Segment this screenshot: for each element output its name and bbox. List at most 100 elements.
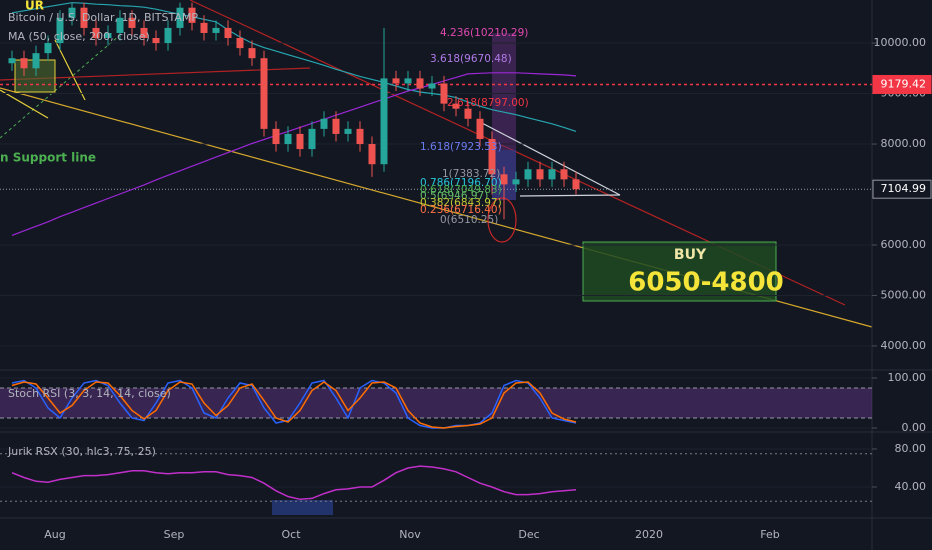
annotation: n Support line [0, 151, 96, 165]
triangle-line [519, 194, 621, 197]
candle-body [536, 169, 544, 180]
indicator-line [11, 379, 577, 429]
candle-body [416, 78, 424, 89]
candle-body [488, 138, 496, 175]
x-tick-label: Nov [399, 528, 421, 541]
candle-body [284, 133, 292, 145]
candle-body [428, 83, 436, 89]
price-tag-label: 7104.99 [881, 182, 927, 195]
indicator-legend: MA (50, close, 200, close) [8, 30, 150, 43]
annotation: 0.618(7049.83) [420, 184, 502, 196]
annotation: 4.236(10210.29) [440, 27, 528, 39]
candle-body [392, 78, 400, 84]
x-tick-label: 2020 [635, 528, 663, 541]
channel-line [0, 34, 121, 139]
moving-average [11, 2, 577, 132]
y-tick-label: 10000.00 [874, 36, 927, 49]
price-tag [872, 179, 932, 199]
candle-body [560, 169, 568, 180]
candle-body [260, 58, 268, 129]
highlight-ellipse [487, 197, 517, 243]
annotation: 0.236(6716.40) [420, 204, 502, 216]
candle-body [68, 7, 76, 18]
indicator-line [11, 381, 577, 429]
candle-body [140, 27, 148, 39]
price-tag-label: 9179.42 [881, 77, 927, 90]
annotation: 2.618(8797.00) [447, 97, 529, 109]
price-tag [872, 74, 932, 94]
candle-body [356, 128, 364, 145]
candle-body [404, 78, 412, 84]
yellow-line [0, 89, 49, 119]
x-tick-label: Dec [518, 528, 539, 541]
rsi-band [0, 388, 872, 418]
x-tick-label: Oct [281, 528, 301, 541]
candle-body [164, 27, 172, 44]
annotation: 0.382(6843.97) [420, 197, 502, 209]
buy-box [582, 241, 777, 302]
annotation: 0.5(6946.97) [420, 190, 488, 202]
candle-body [128, 17, 136, 28]
candle-body [8, 58, 16, 64]
candle-body [188, 7, 196, 23]
y-tick-label: 80.00 [895, 442, 927, 455]
candle-body [368, 144, 376, 165]
candle-body [44, 43, 52, 54]
y-tick-label: 6000.00 [881, 238, 927, 251]
symbol-title: Bitcoin / U.S. Dollar, 1D, BITSTAMP [8, 11, 198, 24]
candle-body [272, 128, 280, 145]
y-tick-label: 4000.00 [881, 339, 927, 352]
x-tick-label: Aug [44, 528, 65, 541]
candle-body [308, 128, 316, 150]
candle-body [56, 17, 64, 44]
y-tick-label: 40.00 [895, 480, 927, 493]
y-tick-label: 0.00 [902, 421, 927, 434]
x-tick-label: Feb [760, 528, 779, 541]
annotation: 1(7383.72) [442, 168, 500, 180]
candle-body [500, 174, 508, 185]
indicator-line [11, 465, 577, 501]
annotation: 0(6510.25) [440, 214, 498, 226]
annotation: UR [25, 0, 44, 13]
candle-body [92, 27, 100, 39]
annotation: 1.618(7923.53) [420, 141, 502, 153]
candle-body [104, 32, 112, 39]
candle-body [248, 48, 256, 59]
annotation: 6050-4800 [628, 268, 784, 298]
stoch-title: Stoch RSI (3, 3, 14, 14, close) [8, 387, 171, 400]
triangle-line [479, 121, 621, 196]
candle-body [20, 58, 28, 69]
y-tick-label: 8000.00 [881, 137, 927, 150]
candle-body [452, 103, 460, 109]
candle-body [236, 38, 244, 49]
y-tick-label: 100.00 [888, 371, 927, 384]
candle-body [200, 22, 208, 33]
candle-body [212, 27, 220, 33]
candle-body [116, 17, 124, 33]
candle-body [32, 53, 40, 69]
candle-body [344, 128, 352, 134]
candle-body [296, 133, 304, 150]
candle-body [440, 83, 448, 104]
candle-body [572, 179, 580, 190]
candle-body [176, 7, 184, 28]
candle-body [380, 78, 388, 165]
y-tick-label: 5000.00 [881, 288, 927, 301]
candle-body [224, 27, 232, 39]
candle-body [80, 7, 88, 28]
jurik-title: Jurik RSX (30, hlc3, 75, 25) [7, 445, 156, 458]
jurik-highlight [272, 500, 333, 515]
candle-body [320, 118, 328, 129]
candle-body [332, 118, 340, 134]
annotation: 3.618(9670.48) [430, 53, 512, 65]
candle-body [152, 38, 160, 44]
candle-body [464, 108, 472, 119]
x-tick-label: Sep [164, 528, 185, 541]
moving-average [11, 72, 577, 236]
candle-body [476, 118, 484, 139]
candle-body [548, 169, 556, 180]
candle-body [512, 179, 520, 185]
